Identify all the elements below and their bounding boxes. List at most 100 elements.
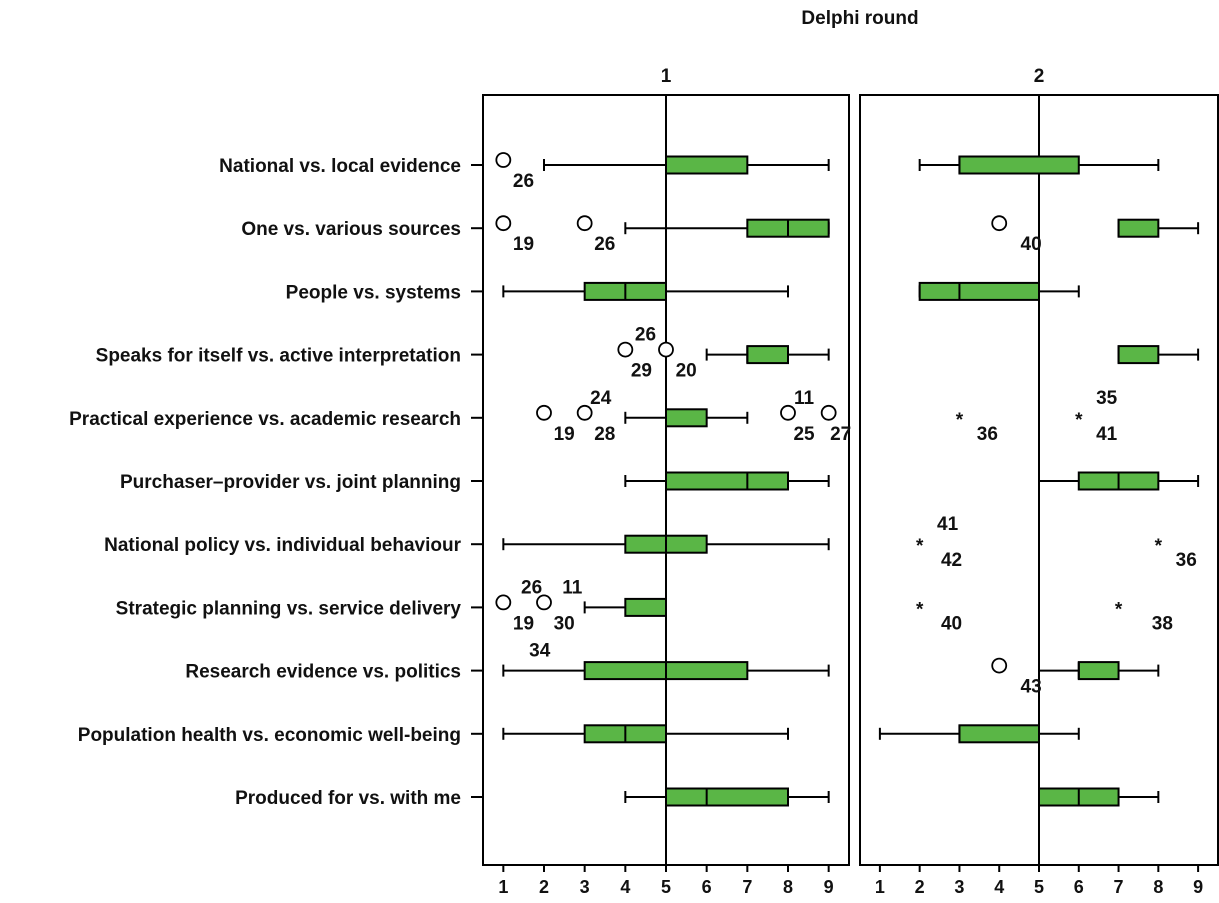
x-tick-label: 4 (994, 877, 1004, 897)
outlier-label: 24 (590, 388, 612, 409)
iqr-box (665, 155, 749, 175)
outlier-label: 20 (676, 361, 697, 382)
outlier-label: 40 (1021, 234, 1042, 255)
outlier-label: 11 (562, 577, 583, 598)
x-tick-label: 3 (954, 877, 964, 897)
iqr-box (918, 281, 1041, 301)
outlier-circle (991, 215, 1008, 232)
box-plot (624, 408, 749, 428)
outlier-circle (820, 404, 837, 421)
row-label: National policy vs. individual behaviour (104, 535, 461, 556)
iqr-box (1077, 661, 1120, 681)
outlier-label: 36 (1176, 550, 1197, 571)
box-plot (1038, 787, 1160, 807)
outlier-label: 43 (1021, 677, 1042, 698)
box-plot (583, 597, 667, 617)
box-plot (1117, 218, 1200, 238)
x-tick-label: 9 (1193, 877, 1203, 897)
outlier-circle (658, 341, 674, 358)
box-plot (705, 345, 830, 365)
outlier-label: 19 (513, 613, 534, 634)
outlier-label: 11 (794, 388, 815, 409)
row-label: National vs. local evidence (219, 156, 461, 177)
row-label: Strategic planning vs. service delivery (116, 598, 462, 619)
outlier-circle (495, 594, 512, 611)
outlier-label: 30 (554, 613, 575, 634)
panel-label: 1 (661, 66, 672, 87)
box-plot (1117, 345, 1200, 365)
outlier-circle (495, 152, 512, 168)
box-plot (1038, 661, 1160, 681)
outlier-circle (576, 404, 593, 421)
x-tick-label: 3 (580, 877, 590, 897)
outlier-circle (536, 594, 552, 611)
x-tick-label: 6 (702, 877, 712, 897)
outlier-label: 26 (635, 325, 656, 346)
row-label: Produced for vs. with me (235, 788, 461, 809)
x-tick-label: 1 (498, 877, 508, 897)
outlier-label: 26 (513, 171, 534, 192)
outlier-circle (780, 404, 796, 421)
outlier-label: 41 (1096, 424, 1118, 445)
x-tick-label: 8 (783, 877, 793, 897)
box-plot (502, 281, 789, 301)
row-label: Speaks for itself vs. active interpretat… (96, 346, 461, 367)
outlier-label: 29 (631, 361, 652, 382)
row-label: People vs. systems (286, 282, 461, 303)
iqr-box (1117, 218, 1160, 238)
outlier-star: * (1155, 536, 1163, 557)
box-plot (918, 281, 1080, 301)
outlier-star: * (1115, 599, 1123, 620)
box-plot (502, 534, 830, 554)
iqr-box (958, 724, 1041, 744)
panel-2: 2 1 2 3 4 5 6 7 8 9 * * * * * * 40 35 36 41 41 42 36 40 38 43 (859, 66, 1219, 897)
x-tick-label: 7 (1114, 877, 1124, 897)
outlier-label: 38 (1152, 613, 1173, 634)
x-tick-label: 2 (915, 877, 925, 897)
x-tick-label: 9 (824, 877, 834, 897)
outlier-label: 34 (529, 641, 551, 662)
iqr-box (746, 345, 789, 365)
outlier-circle (576, 215, 593, 232)
box-plot (502, 661, 830, 681)
iqr-box (958, 155, 1080, 175)
row-label: Practical experience vs. academic resear… (69, 409, 461, 430)
iqr-box (665, 471, 789, 491)
outlier-label: 40 (941, 613, 962, 634)
outlier-circle (991, 657, 1008, 674)
box-plot (624, 787, 830, 807)
box-plot (624, 471, 830, 491)
outlier-circle (495, 215, 512, 232)
row-label: Purchaser–provider vs. joint planning (120, 472, 461, 493)
box-plot (502, 724, 789, 744)
outlier-label: 26 (521, 577, 542, 598)
chart-title: Delphi round (801, 8, 918, 29)
box-plot (624, 218, 830, 238)
outlier-star: * (916, 599, 924, 620)
x-tick-label: 2 (539, 877, 549, 897)
x-tick-label: 8 (1153, 877, 1163, 897)
iqr-box (665, 408, 708, 428)
outlier-label: 41 (937, 514, 959, 535)
box-plot (918, 155, 1160, 175)
outlier-label: 35 (1096, 388, 1118, 409)
outlier-label: 25 (793, 424, 815, 445)
x-tick-label: 7 (742, 877, 752, 897)
outlier-label: 42 (941, 550, 962, 571)
row-label: One vs. various sources (241, 219, 461, 240)
box-plot (1038, 471, 1200, 491)
x-tick-label: 4 (620, 877, 630, 897)
x-tick-label: 5 (661, 877, 671, 897)
iqr-box (665, 787, 789, 807)
outlier-label: 19 (513, 234, 534, 255)
box-plot (543, 155, 830, 175)
outlier-label: 36 (977, 424, 998, 445)
iqr-box (1117, 345, 1160, 365)
outlier-label: 27 (830, 424, 851, 445)
x-tick-label: 5 (1034, 877, 1044, 897)
outlier-star: * (1075, 410, 1083, 431)
outlier-label: 28 (594, 424, 615, 445)
panel-label: 2 (1034, 66, 1045, 87)
